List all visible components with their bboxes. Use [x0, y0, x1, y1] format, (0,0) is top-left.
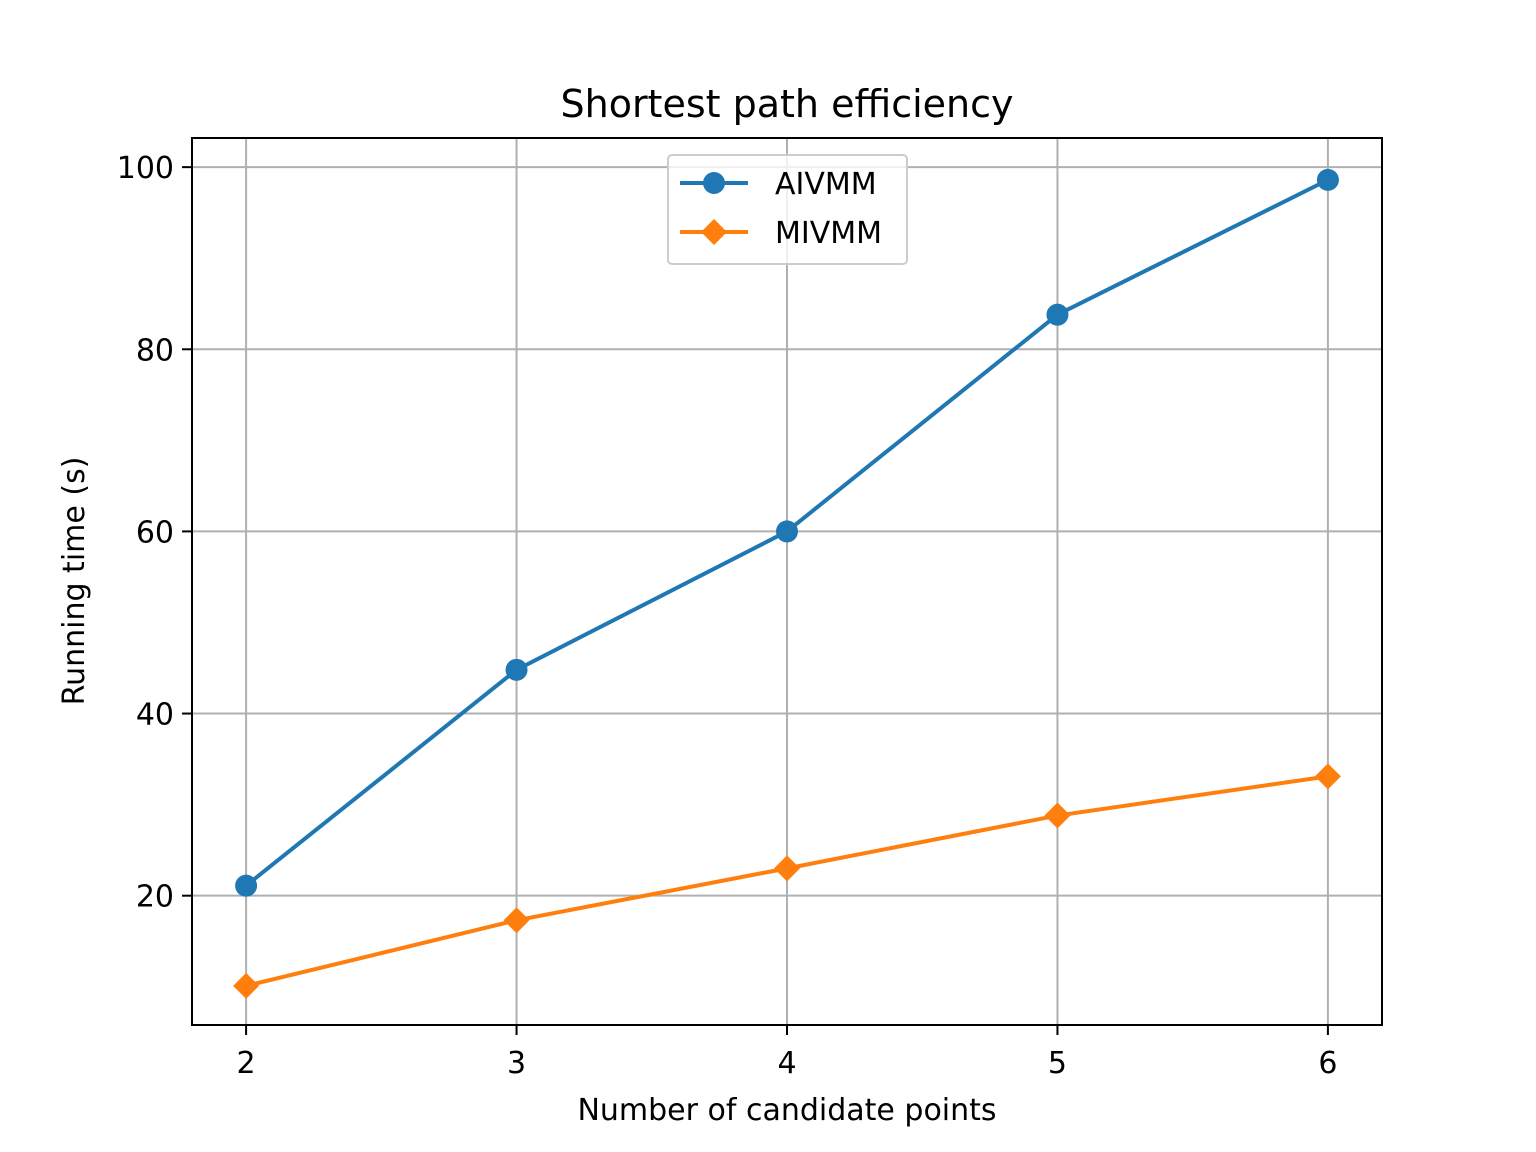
grid [192, 138, 1382, 1025]
x-tick-label: 5 [1048, 1046, 1067, 1081]
series-aivmm [235, 168, 1339, 897]
data-point-aivmm [505, 658, 528, 681]
legend: AIVMM MIVMM [667, 154, 908, 265]
data-point-mivmm [774, 855, 800, 882]
y-tick-label: 60 [136, 515, 174, 550]
data-point-aivmm [235, 874, 258, 897]
data-point-aivmm [1316, 168, 1339, 191]
data-point-mivmm [1314, 763, 1341, 790]
y-axis-label: Running time (s) [57, 457, 92, 706]
data-point-mivmm [503, 907, 530, 934]
legend-label-mivmm: MIVMM [775, 216, 882, 251]
data-point-aivmm [1046, 303, 1069, 326]
legend-label-aivmm: AIVMM [775, 167, 877, 202]
x-tick-label: 2 [237, 1046, 256, 1081]
y-tick-label: 40 [136, 698, 174, 733]
legend-marker-mivmm [701, 219, 727, 245]
data-point-mivmm [1044, 802, 1071, 829]
y-tick-label: 100 [117, 151, 174, 186]
y-tick-label: 80 [136, 333, 174, 368]
series-mivmm [233, 763, 1341, 999]
x-tick-label: 4 [777, 1046, 796, 1081]
legend-marker-aivmm [703, 172, 725, 194]
axis-ticks: 2 3 4 5 6 20 40 60 80 100 [117, 151, 1338, 1081]
data-point-mivmm [233, 972, 260, 999]
chart-title: Shortest path efficiency [560, 82, 1013, 126]
y-tick-label: 20 [136, 880, 174, 915]
x-tick-label: 3 [507, 1046, 526, 1081]
x-tick-label: 6 [1318, 1046, 1337, 1081]
x-axis-label: Number of candidate points [577, 1093, 996, 1128]
series-layer [233, 168, 1341, 999]
data-point-aivmm [776, 520, 798, 543]
